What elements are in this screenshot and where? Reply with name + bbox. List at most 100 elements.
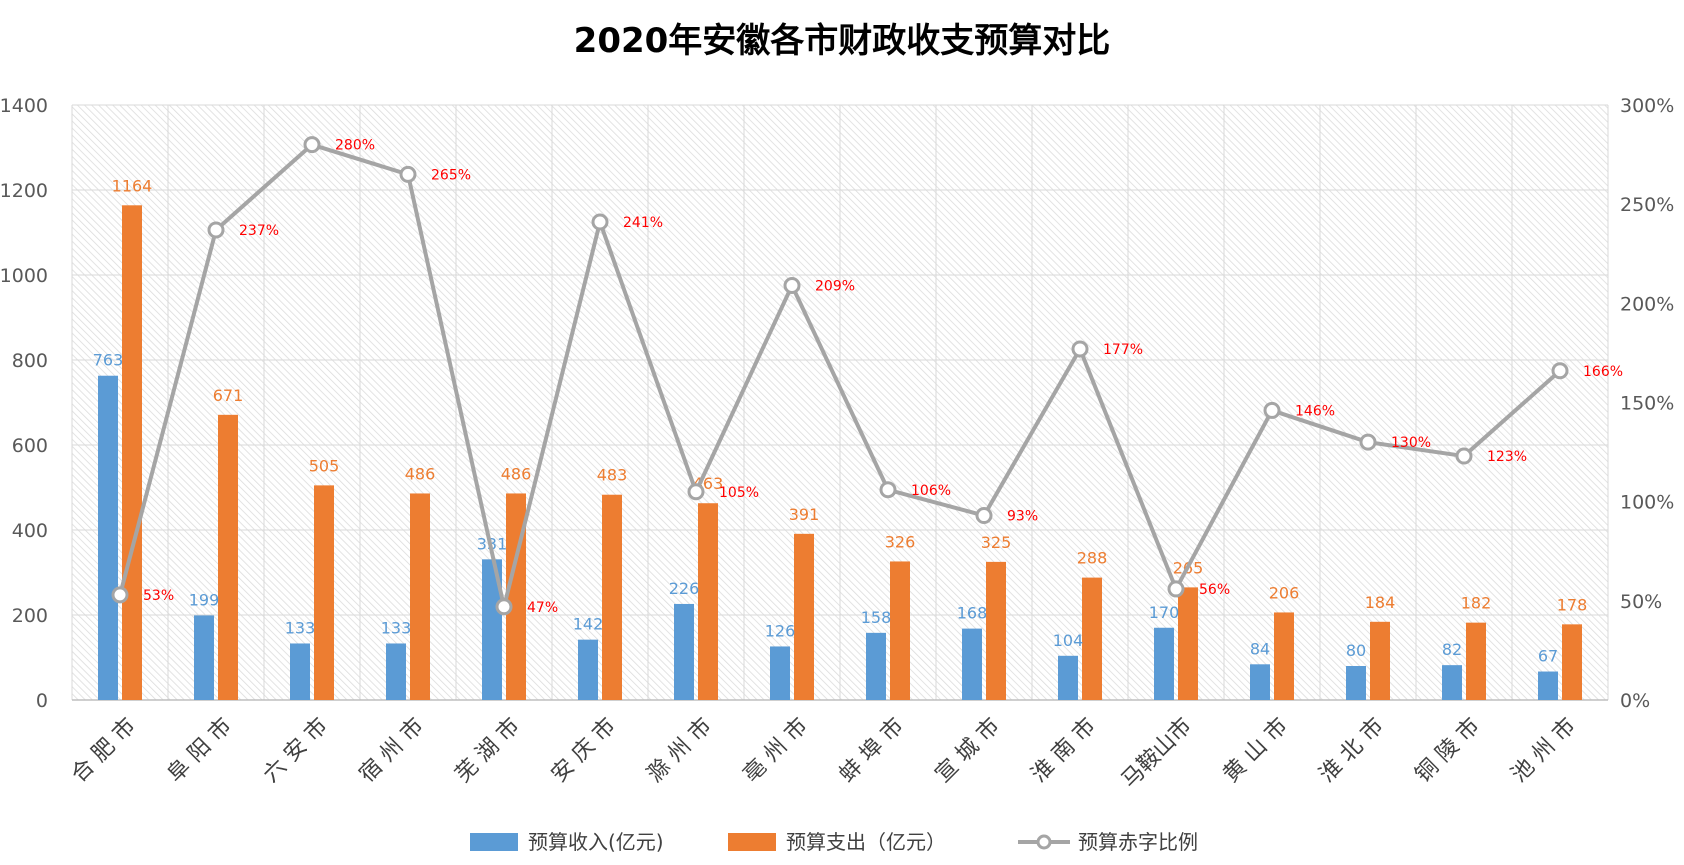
expenditure-bar	[1082, 577, 1102, 700]
expenditure-data-label: 184	[1365, 593, 1396, 612]
ratio-data-label: 237%	[239, 223, 279, 239]
ratio-point	[111, 586, 129, 604]
category-label: 六 安 市	[259, 713, 333, 787]
category-label: 池 州 市	[1507, 713, 1581, 787]
income-data-label: 133	[285, 618, 316, 637]
income-bar	[1346, 666, 1366, 700]
income-bar	[290, 643, 310, 700]
category-label: 宿 州 市	[355, 713, 429, 787]
income-data-label: 158	[861, 608, 892, 627]
expenditure-data-label: 505	[309, 456, 340, 475]
left-tick-label: 1200	[0, 180, 48, 202]
income-bar	[578, 639, 598, 700]
income-data-label: 763	[93, 351, 124, 370]
income-bar	[866, 632, 886, 700]
income-bar	[1058, 655, 1078, 700]
expenditure-data-label: 325	[981, 533, 1012, 552]
expenditure-data-label: 178	[1557, 595, 1588, 614]
income-bar	[98, 375, 118, 700]
ratio-data-label: 265%	[431, 167, 471, 183]
ratio-data-label: 241%	[623, 215, 663, 231]
expenditure-data-label: 326	[885, 532, 916, 551]
income-data-label: 199	[189, 590, 220, 609]
income-bar	[194, 615, 214, 700]
income-data-label: 142	[573, 615, 604, 634]
ratio-point	[879, 481, 897, 499]
category-label: 铜 陵 市	[1411, 713, 1485, 787]
category-label: 阜 阳 市	[163, 713, 237, 787]
expenditure-bar	[410, 493, 430, 700]
expenditure-bar	[314, 485, 334, 700]
ratio-data-label: 105%	[719, 485, 759, 501]
income-data-label: 170	[1149, 603, 1180, 622]
expenditure-bar	[1370, 621, 1390, 700]
right-tick-label: 0%	[1620, 690, 1650, 712]
income-data-label: 67	[1538, 647, 1558, 666]
income-data-label: 80	[1346, 641, 1366, 660]
ratio-data-label: 56%	[1199, 582, 1230, 598]
line-series: 53% 237% 280% 265% 47% 241% 105% 209% 106% 93% 177…	[111, 136, 1623, 616]
expenditure-bar	[890, 561, 910, 700]
right-axis: 0% 50% 100% 150% 200% 250% 300%	[1620, 95, 1674, 712]
legend-income-swatch	[470, 833, 518, 851]
category-label: 马鞍山市	[1117, 713, 1197, 793]
ratio-point	[303, 136, 321, 154]
income-data-label: 133	[381, 618, 412, 637]
ratio-data-label: 166%	[1583, 364, 1623, 380]
legend-ratio-marker	[1036, 834, 1052, 850]
left-tick-label: 600	[12, 435, 48, 457]
ratio-point	[687, 483, 705, 501]
category-label: 滁 州 市	[643, 713, 717, 787]
category-label: 合 肥 市	[67, 713, 141, 787]
ratio-point	[495, 598, 513, 616]
expenditure-data-label: 1164	[112, 176, 153, 195]
income-data-label: 84	[1250, 639, 1270, 658]
expenditure-bar	[1178, 587, 1198, 700]
income-data-label: 104	[1053, 631, 1084, 650]
income-data-label: 226	[669, 579, 700, 598]
ratio-point	[1455, 447, 1473, 465]
expenditure-data-label: 486	[501, 464, 532, 483]
ratio-data-label: 209%	[815, 278, 855, 294]
income-bar	[1154, 627, 1174, 700]
right-tick-label: 300%	[1620, 95, 1674, 117]
left-tick-label: 400	[12, 520, 48, 542]
ratio-point	[1263, 401, 1281, 419]
expenditure-bar	[122, 205, 142, 701]
category-axis: 合 肥 市阜 阳 市六 安 市宿 州 市芜 湖 市安 庆 市滁 州 市亳 州 市…	[67, 713, 1581, 793]
income-bar	[674, 603, 694, 700]
legend-expenditure-swatch	[728, 833, 776, 851]
ratio-data-label: 93%	[1007, 509, 1038, 525]
right-tick-label: 150%	[1620, 393, 1674, 415]
right-tick-label: 50%	[1620, 591, 1662, 613]
left-tick-label: 0	[36, 690, 48, 712]
income-data-label: 126	[765, 621, 796, 640]
legend: 预算收入(亿元) 预算支出（亿元） 预算赤字比例	[470, 830, 1198, 854]
expenditure-bar	[698, 503, 718, 700]
ratio-data-label: 123%	[1487, 449, 1527, 465]
income-bar	[1250, 664, 1270, 700]
expenditure-data-label: 391	[789, 505, 820, 524]
ratio-data-label: 53%	[143, 588, 174, 604]
income-bar	[386, 643, 406, 700]
ratio-data-label: 130%	[1391, 435, 1431, 451]
ratio-data-label: 47%	[527, 600, 558, 616]
income-bar	[1538, 671, 1558, 700]
expenditure-data-label: 288	[1077, 549, 1108, 568]
ratio-point	[1551, 362, 1569, 380]
ratio-point	[1167, 580, 1185, 598]
ratio-data-label: 280%	[335, 138, 375, 154]
income-data-label: 168	[957, 604, 988, 623]
left-tick-label: 800	[12, 350, 48, 372]
legend-ratio-label: 预算赤字比例	[1078, 830, 1198, 854]
legend-expenditure-label: 预算支出（亿元）	[786, 830, 946, 854]
ratio-point	[591, 213, 609, 231]
left-tick-label: 1400	[0, 95, 48, 117]
ratio-point	[399, 165, 417, 183]
category-label: 安 庆 市	[547, 713, 621, 787]
ratio-point	[1359, 433, 1377, 451]
ratio-data-label: 106%	[911, 483, 951, 499]
ratio-point	[783, 276, 801, 294]
category-label: 淮 北 市	[1315, 713, 1389, 787]
chart-title: 2020年安徽各市财政收支预算对比	[574, 21, 1111, 61]
